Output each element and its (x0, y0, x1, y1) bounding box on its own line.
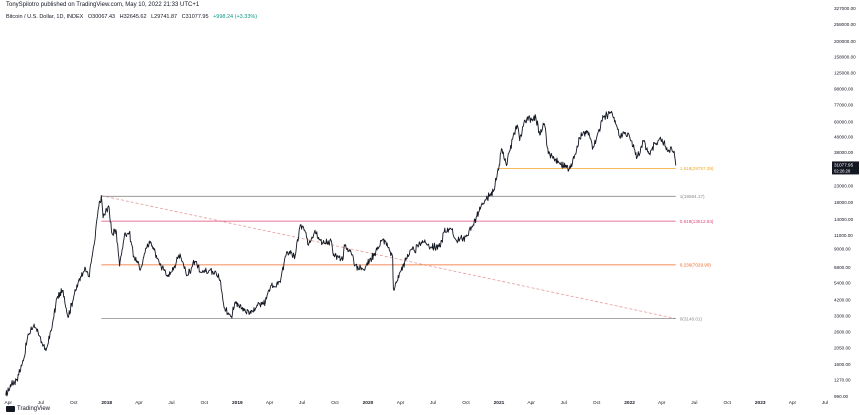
x-tick-label: 2020 (363, 400, 374, 406)
current-price-tag (832, 161, 859, 175)
x-tick-label: Apr (266, 400, 274, 406)
x-tick-label: Apr (658, 400, 666, 406)
fib-level-label: 1.618(29757.39) (680, 166, 714, 171)
y-tick-label: 3300.00 (834, 313, 851, 318)
low-value: L29741.87 (151, 14, 178, 20)
x-tick-label: Oct (331, 400, 339, 406)
x-tick-label: Jul (822, 400, 828, 406)
fib-level-label: 0.618(13512.84) (680, 219, 714, 224)
price-line (5, 110, 677, 397)
x-tick-label: Apr (397, 400, 405, 406)
current-price-label: 31077.95 (834, 162, 854, 167)
fib-level-label: 0(3148.01) (680, 316, 703, 321)
y-tick-label: 2600.00 (834, 329, 851, 334)
x-tick-label: Jul (168, 400, 174, 406)
y-tick-label: 14000.00 (834, 217, 854, 222)
y-tick-label: 9000.00 (834, 246, 851, 251)
symbol-ohlc-line: Bitcoin / U.S. Dollar, 1D, INDEX O30067.… (6, 14, 257, 20)
y-tick-label: 158000.00 (834, 55, 856, 60)
x-tick-label: Oct (70, 400, 78, 406)
y-tick-label: 4200.00 (834, 297, 851, 302)
close-value: C31077.95 (181, 14, 209, 20)
y-tick-label: 6800.00 (834, 265, 851, 270)
y-tick-label: 5400.00 (834, 281, 851, 286)
tradingview-brand: TradingView (17, 406, 51, 412)
y-tick-label: 98000.00 (834, 87, 854, 92)
x-tick-label: 2022 (624, 400, 635, 406)
y-tick-label: 18000.00 (834, 200, 854, 205)
x-tick-label: 2019 (232, 400, 243, 406)
symbol-name[interactable]: Bitcoin / U.S. Dollar, 1D, INDEX (6, 14, 84, 20)
change-value: +998.24 (+3.33%) (213, 14, 258, 20)
y-tick-label: 125000.00 (834, 70, 856, 75)
tradingview-logo-icon (6, 406, 15, 412)
y-tick-label: 77000.00 (834, 103, 854, 108)
x-tick-label: Apr (135, 400, 143, 406)
y-tick-label: 60000.00 (834, 119, 854, 124)
y-tick-label: 990.00 (834, 394, 848, 399)
y-tick-label: 1270.00 (834, 377, 851, 382)
x-tick-label: Jul (299, 400, 305, 406)
x-tick-label: 2023 (755, 400, 766, 406)
y-tick-label: 2050.00 (834, 345, 851, 350)
y-tick-label: 258000.00 (834, 22, 856, 27)
tradingview-footer: TradingView (6, 406, 50, 412)
y-tick-label: 48000.00 (834, 134, 854, 139)
trendline (101, 195, 676, 319)
y-tick-label: 200000.00 (834, 39, 856, 44)
countdown-label: 02:26:28 (834, 168, 851, 173)
y-tick-label: 327000.00 (834, 6, 856, 11)
publisher-line: TonySpilotro published on TradingView.co… (6, 2, 200, 8)
x-tick-label: Oct (724, 400, 732, 406)
open-value: O30067.43 (87, 14, 116, 20)
x-tick-label: 2018 (101, 400, 112, 406)
x-tick-label: Jul (561, 400, 567, 406)
x-tick-label: Jul (430, 400, 436, 406)
x-tick-label: Apr (789, 400, 797, 406)
y-tick-label: 29000.00 (834, 168, 854, 173)
y-tick-label: 23000.00 (834, 184, 854, 189)
x-tick-label: Oct (201, 400, 209, 406)
y-tick-label: 11000.00 (834, 233, 853, 238)
y-tick-label: 1600.00 (834, 362, 851, 367)
fib-level-label: 0.236(7029.90) (680, 263, 712, 268)
x-tick-label: Oct (462, 400, 470, 406)
x-tick-label: Oct (593, 400, 601, 406)
y-tick-label: 38000.00 (834, 150, 854, 155)
x-tick-label: Apr (527, 400, 535, 406)
x-tick-label: Jul (691, 400, 697, 406)
fib-level-label: 1(19584.17) (680, 194, 705, 199)
x-tick-label: 2021 (494, 400, 505, 406)
high-value: H32645.62 (119, 14, 147, 20)
